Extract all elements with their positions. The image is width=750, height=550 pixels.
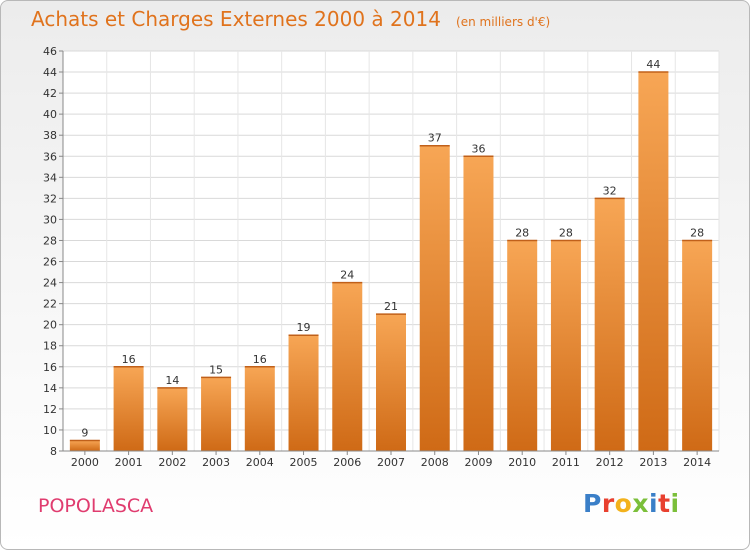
bar bbox=[113, 366, 144, 451]
y-tick-label: 24 bbox=[43, 277, 57, 290]
bar bbox=[288, 335, 319, 451]
data-label: 14 bbox=[165, 374, 179, 387]
chart-title-text: Achats et Charges Externes 2000 à 2014 bbox=[31, 7, 441, 31]
data-label: 21 bbox=[384, 300, 398, 313]
y-tick-label: 46 bbox=[43, 45, 57, 58]
bar bbox=[550, 240, 581, 451]
y-tick-label: 34 bbox=[43, 171, 57, 184]
y-tick-label: 44 bbox=[43, 66, 57, 79]
data-label: 28 bbox=[559, 226, 573, 239]
bar bbox=[463, 156, 494, 451]
y-tick-label: 32 bbox=[43, 192, 57, 205]
bar bbox=[594, 198, 625, 451]
y-tick-label: 12 bbox=[43, 403, 57, 416]
x-tick-label: 2013 bbox=[639, 456, 667, 469]
data-label: 9 bbox=[81, 426, 88, 439]
proxiti-logo: Proxiti bbox=[583, 489, 680, 518]
x-tick-label: 2012 bbox=[596, 456, 624, 469]
data-label: 15 bbox=[209, 363, 223, 376]
x-tick-label: 2006 bbox=[333, 456, 361, 469]
y-tick-label: 26 bbox=[43, 256, 57, 269]
y-tick-label: 10 bbox=[43, 424, 57, 437]
logo-letter: t bbox=[658, 489, 671, 518]
bar bbox=[376, 314, 406, 451]
data-label: 36 bbox=[471, 142, 485, 155]
data-label: 28 bbox=[515, 226, 529, 239]
logo-letter: o bbox=[614, 489, 633, 518]
chart-unit: (en milliers d'€) bbox=[456, 15, 551, 29]
bar bbox=[332, 282, 363, 451]
x-tick-label: 2004 bbox=[246, 456, 274, 469]
place-name: POPOLASCA bbox=[38, 495, 154, 517]
bar bbox=[69, 440, 100, 451]
y-tick-label: 18 bbox=[43, 340, 57, 353]
y-tick-label: 30 bbox=[43, 213, 57, 226]
data-label: 24 bbox=[340, 269, 354, 282]
x-tick-label: 2001 bbox=[115, 456, 143, 469]
y-tick-label: 8 bbox=[50, 445, 57, 458]
logo-letter: r bbox=[601, 489, 615, 518]
x-tick-label: 2005 bbox=[290, 456, 318, 469]
bar bbox=[419, 145, 450, 451]
y-tick-label: 22 bbox=[43, 298, 57, 311]
data-label: 16 bbox=[122, 353, 136, 366]
x-tick-label: 2007 bbox=[377, 456, 405, 469]
bar bbox=[682, 240, 713, 451]
data-label: 37 bbox=[428, 132, 442, 145]
y-tick-label: 36 bbox=[43, 150, 57, 163]
bar bbox=[201, 377, 232, 451]
y-tick-label: 16 bbox=[43, 361, 57, 374]
chart-title: Achats et Charges Externes 2000 à 2014 (… bbox=[31, 7, 550, 31]
data-label: 19 bbox=[297, 321, 311, 334]
y-tick-label: 20 bbox=[43, 319, 57, 332]
x-tick-label: 2009 bbox=[464, 456, 492, 469]
y-tick-label: 40 bbox=[43, 108, 57, 121]
data-label: 28 bbox=[690, 226, 704, 239]
x-tick-label: 2003 bbox=[202, 456, 230, 469]
x-tick-label: 2002 bbox=[158, 456, 186, 469]
data-label: 16 bbox=[253, 353, 267, 366]
bar bbox=[157, 387, 188, 451]
bar bbox=[244, 366, 275, 451]
logo-letter: P bbox=[583, 489, 602, 518]
y-tick-label: 38 bbox=[43, 129, 57, 142]
data-label: 32 bbox=[603, 184, 617, 197]
x-tick-label: 2014 bbox=[683, 456, 711, 469]
y-tick-label: 42 bbox=[43, 87, 57, 100]
logo-letter: i bbox=[670, 489, 680, 518]
x-tick-label: 2011 bbox=[552, 456, 580, 469]
y-tick-label: 28 bbox=[43, 234, 57, 247]
bar bbox=[507, 240, 538, 451]
y-tick-label: 14 bbox=[43, 382, 57, 395]
logo-letter: i bbox=[649, 489, 659, 518]
bar bbox=[638, 72, 669, 451]
x-tick-label: 2008 bbox=[421, 456, 449, 469]
data-label: 44 bbox=[646, 58, 660, 71]
logo-letter: x bbox=[632, 489, 649, 518]
x-tick-label: 2000 bbox=[71, 456, 99, 469]
x-tick-label: 2010 bbox=[508, 456, 536, 469]
